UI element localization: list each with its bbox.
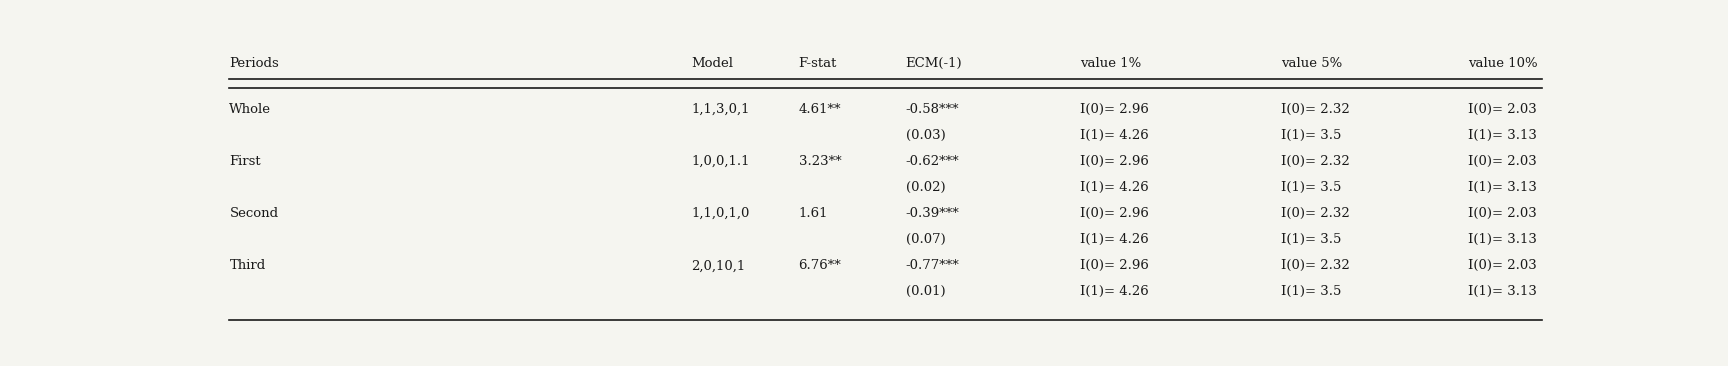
Text: 1,1,0,1,0: 1,1,0,1,0	[691, 207, 750, 220]
Text: (0.07): (0.07)	[905, 233, 945, 246]
Text: I(0)= 2.96: I(0)= 2.96	[1080, 259, 1149, 272]
Text: Periods: Periods	[230, 57, 280, 70]
Text: F-stat: F-stat	[798, 57, 836, 70]
Text: 4.61**: 4.61**	[798, 103, 842, 116]
Text: Second: Second	[230, 207, 278, 220]
Text: I(1)= 3.13: I(1)= 3.13	[1469, 285, 1536, 298]
Text: I(0)= 2.96: I(0)= 2.96	[1080, 155, 1149, 168]
Text: I(1)= 4.26: I(1)= 4.26	[1080, 233, 1149, 246]
Text: I(1)= 3.13: I(1)= 3.13	[1469, 233, 1536, 246]
Text: I(0)= 2.03: I(0)= 2.03	[1469, 259, 1536, 272]
Text: I(1)= 3.13: I(1)= 3.13	[1469, 129, 1536, 142]
Text: I(1)= 3.5: I(1)= 3.5	[1280, 129, 1341, 142]
Text: I(0)= 2.96: I(0)= 2.96	[1080, 103, 1149, 116]
Text: -0.62***: -0.62***	[905, 155, 959, 168]
Text: 3.23**: 3.23**	[798, 155, 842, 168]
Text: I(1)= 3.5: I(1)= 3.5	[1280, 233, 1341, 246]
Text: 2,0,10,1: 2,0,10,1	[691, 259, 746, 272]
Text: value 1%: value 1%	[1080, 57, 1140, 70]
Text: (0.01): (0.01)	[905, 285, 945, 298]
Text: I(0)= 2.32: I(0)= 2.32	[1280, 103, 1350, 116]
Text: 1.61: 1.61	[798, 207, 828, 220]
Text: I(1)= 3.5: I(1)= 3.5	[1280, 285, 1341, 298]
Text: Whole: Whole	[230, 103, 271, 116]
Text: I(0)= 2.03: I(0)= 2.03	[1469, 155, 1536, 168]
Text: ECM(-1): ECM(-1)	[905, 57, 962, 70]
Text: I(1)= 4.26: I(1)= 4.26	[1080, 129, 1149, 142]
Text: I(1)= 3.5: I(1)= 3.5	[1280, 181, 1341, 194]
Text: -0.58***: -0.58***	[905, 103, 959, 116]
Text: -0.39***: -0.39***	[905, 207, 959, 220]
Text: I(0)= 2.32: I(0)= 2.32	[1280, 155, 1350, 168]
Text: Model: Model	[691, 57, 733, 70]
Text: I(0)= 2.03: I(0)= 2.03	[1469, 207, 1536, 220]
Text: I(1)= 3.13: I(1)= 3.13	[1469, 181, 1536, 194]
Text: I(0)= 2.32: I(0)= 2.32	[1280, 259, 1350, 272]
Text: value 10%: value 10%	[1469, 57, 1538, 70]
Text: 1,0,0,1.1: 1,0,0,1.1	[691, 155, 750, 168]
Text: 1,1,3,0,1: 1,1,3,0,1	[691, 103, 750, 116]
Text: First: First	[230, 155, 261, 168]
Text: (0.03): (0.03)	[905, 129, 945, 142]
Text: 6.76**: 6.76**	[798, 259, 842, 272]
Text: I(0)= 2.32: I(0)= 2.32	[1280, 207, 1350, 220]
Text: I(1)= 4.26: I(1)= 4.26	[1080, 181, 1149, 194]
Text: -0.77***: -0.77***	[905, 259, 959, 272]
Text: I(1)= 4.26: I(1)= 4.26	[1080, 285, 1149, 298]
Text: Third: Third	[230, 259, 266, 272]
Text: I(0)= 2.96: I(0)= 2.96	[1080, 207, 1149, 220]
Text: I(0)= 2.03: I(0)= 2.03	[1469, 103, 1536, 116]
Text: (0.02): (0.02)	[905, 181, 945, 194]
Text: value 5%: value 5%	[1280, 57, 1343, 70]
